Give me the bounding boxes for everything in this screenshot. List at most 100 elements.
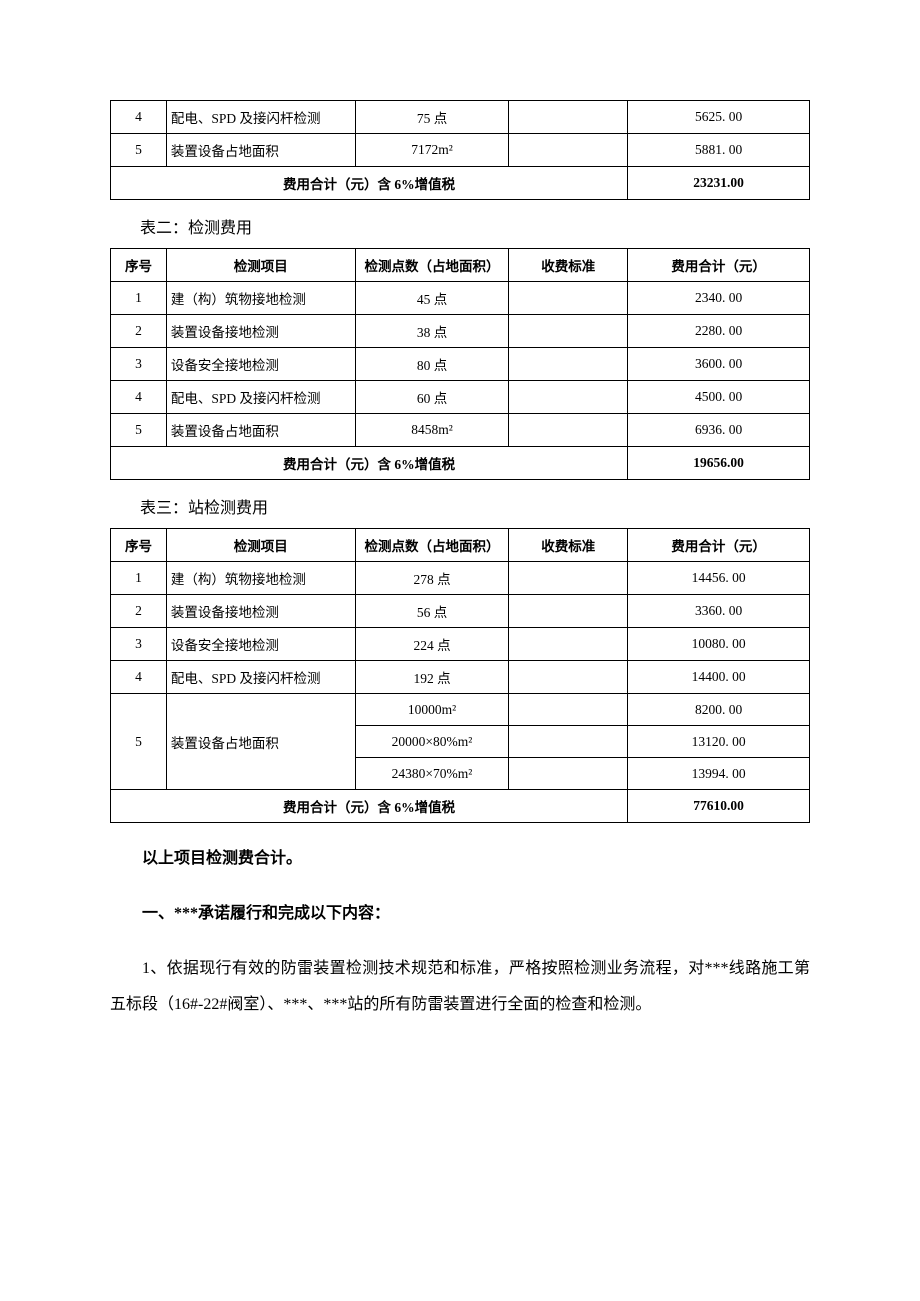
- cell-seq: 1: [111, 562, 167, 595]
- cell-seq: 2: [111, 595, 167, 628]
- table-total-row: 费用合计（元）含 6%增值税 23231.00: [111, 167, 810, 200]
- cell-points: 80 点: [355, 348, 509, 381]
- cell-std: [509, 414, 628, 447]
- cell-total: 13120. 00: [628, 726, 810, 758]
- th-total: 费用合计（元）: [628, 249, 810, 282]
- cell-total: 14400. 00: [628, 661, 810, 694]
- cell-seq: 3: [111, 348, 167, 381]
- total-value: 19656.00: [628, 447, 810, 480]
- cell-item: 装置设备占地面积: [166, 694, 355, 790]
- cell-total: 2340. 00: [628, 282, 810, 315]
- summary-line: 以上项目检测费合计。: [110, 841, 810, 878]
- cell-item: 配电、SPD 及接闪杆检测: [166, 381, 355, 414]
- cell-total: 5881. 00: [628, 134, 810, 167]
- th-item: 检测项目: [166, 529, 355, 562]
- caption-table3: 表三：站检测费用: [140, 494, 810, 518]
- cell-points: 60 点: [355, 381, 509, 414]
- th-seq: 序号: [111, 249, 167, 282]
- cell-points: 45 点: [355, 282, 509, 315]
- cell-total: 2280. 00: [628, 315, 810, 348]
- th-std: 收费标准: [509, 529, 628, 562]
- cell-points: 75 点: [355, 101, 509, 134]
- table3: 序号 检测项目 检测点数（占地面积） 收费标准 费用合计（元） 1 建（构）筑物…: [110, 528, 810, 823]
- cell-item: 装置设备占地面积: [166, 414, 355, 447]
- th-item: 检测项目: [166, 249, 355, 282]
- cell-total: 6936. 00: [628, 414, 810, 447]
- th-total: 费用合计（元）: [628, 529, 810, 562]
- cell-total: 3600. 00: [628, 348, 810, 381]
- cell-item: 建（构）筑物接地检测: [166, 562, 355, 595]
- cell-total: 13994. 00: [628, 758, 810, 790]
- cell-std: [509, 315, 628, 348]
- table-row: 1 建（构）筑物接地检测 45 点 2340. 00: [111, 282, 810, 315]
- cell-points: 7172m²: [355, 134, 509, 167]
- th-seq: 序号: [111, 529, 167, 562]
- cell-std: [509, 101, 628, 134]
- table-partial: 4 配电、SPD 及接闪杆检测 75 点 5625. 00 5 装置设备占地面积…: [110, 100, 810, 200]
- cell-item: 装置设备占地面积: [166, 134, 355, 167]
- cell-std: [509, 562, 628, 595]
- cell-total: 5625. 00: [628, 101, 810, 134]
- total-value: 77610.00: [628, 790, 810, 823]
- cell-std: [509, 381, 628, 414]
- cell-points: 56 点: [355, 595, 509, 628]
- section-heading: 一、***承诺履行和完成以下内容：: [110, 896, 810, 933]
- table-header-row: 序号 检测项目 检测点数（占地面积） 收费标准 费用合计（元）: [111, 249, 810, 282]
- cell-points: 20000×80%m²: [355, 726, 509, 758]
- cell-item: 配电、SPD 及接闪杆检测: [166, 661, 355, 694]
- table-total-row: 费用合计（元）含 6%增值税 19656.00: [111, 447, 810, 480]
- table-row: 4 配电、SPD 及接闪杆检测 60 点 4500. 00: [111, 381, 810, 414]
- cell-seq: 4: [111, 381, 167, 414]
- cell-points: 278 点: [355, 562, 509, 595]
- table0-body: 4 配电、SPD 及接闪杆检测 75 点 5625. 00 5 装置设备占地面积…: [111, 101, 810, 200]
- cell-total: 4500. 00: [628, 381, 810, 414]
- table2: 序号 检测项目 检测点数（占地面积） 收费标准 费用合计（元） 1 建（构）筑物…: [110, 248, 810, 480]
- cell-total: 8200. 00: [628, 694, 810, 726]
- cell-item: 装置设备接地检测: [166, 595, 355, 628]
- cell-std: [509, 628, 628, 661]
- cell-std: [509, 595, 628, 628]
- total-label: 费用合计（元）含 6%增值税: [111, 447, 628, 480]
- cell-std: [509, 694, 628, 726]
- cell-item: 配电、SPD 及接闪杆检测: [166, 101, 355, 134]
- cell-points: 24380×70%m²: [355, 758, 509, 790]
- cell-std: [509, 282, 628, 315]
- table-row: 5 装置设备占地面积 10000m² 8200. 00: [111, 694, 810, 726]
- cell-total: 3360. 00: [628, 595, 810, 628]
- table-row: 3 设备安全接地检测 224 点 10080. 00: [111, 628, 810, 661]
- table-row: 4 配电、SPD 及接闪杆检测 75 点 5625. 00: [111, 101, 810, 134]
- body-paragraph: 1、依据现行有效的防雷装置检测技术规范和标准，严格按照检测业务流程，对***线路…: [110, 951, 810, 1025]
- table-total-row: 费用合计（元）含 6%增值税 77610.00: [111, 790, 810, 823]
- th-points: 检测点数（占地面积）: [355, 529, 509, 562]
- table-row: 3 设备安全接地检测 80 点 3600. 00: [111, 348, 810, 381]
- table-row: 4 配电、SPD 及接闪杆检测 192 点 14400. 00: [111, 661, 810, 694]
- table-row: 2 装置设备接地检测 56 点 3360. 00: [111, 595, 810, 628]
- cell-seq: 5: [111, 694, 167, 790]
- table-header-row: 序号 检测项目 检测点数（占地面积） 收费标准 费用合计（元）: [111, 529, 810, 562]
- cell-points: 10000m²: [355, 694, 509, 726]
- cell-seq: 3: [111, 628, 167, 661]
- cell-seq: 4: [111, 661, 167, 694]
- cell-seq: 4: [111, 101, 167, 134]
- cell-item: 建（构）筑物接地检测: [166, 282, 355, 315]
- cell-points: 38 点: [355, 315, 509, 348]
- cell-total: 10080. 00: [628, 628, 810, 661]
- cell-std: [509, 726, 628, 758]
- cell-points: 8458m²: [355, 414, 509, 447]
- cell-item: 装置设备接地检测: [166, 315, 355, 348]
- cell-points: 192 点: [355, 661, 509, 694]
- table-row: 5 装置设备占地面积 8458m² 6936. 00: [111, 414, 810, 447]
- cell-item: 设备安全接地检测: [166, 628, 355, 661]
- table-row: 2 装置设备接地检测 38 点 2280. 00: [111, 315, 810, 348]
- th-points: 检测点数（占地面积）: [355, 249, 509, 282]
- cell-seq: 5: [111, 134, 167, 167]
- cell-std: [509, 661, 628, 694]
- cell-total: 14456. 00: [628, 562, 810, 595]
- caption-table2: 表二：检测费用: [140, 214, 810, 238]
- total-value: 23231.00: [628, 167, 810, 200]
- table-row: 1 建（构）筑物接地检测 278 点 14456. 00: [111, 562, 810, 595]
- cell-std: [509, 134, 628, 167]
- cell-std: [509, 348, 628, 381]
- total-label: 费用合计（元）含 6%增值税: [111, 790, 628, 823]
- total-label: 费用合计（元）含 6%增值税: [111, 167, 628, 200]
